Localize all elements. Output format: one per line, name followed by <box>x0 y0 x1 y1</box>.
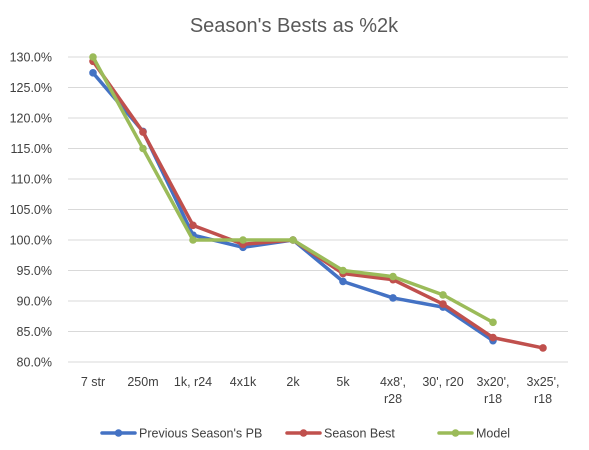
legend-item: Season Best <box>285 427 395 441</box>
data-point <box>189 236 197 244</box>
x-tick-label: 7 str <box>81 375 105 389</box>
x-tick-label: 250m <box>127 375 158 389</box>
data-point <box>89 53 97 61</box>
legend-marker <box>299 429 308 437</box>
legend-label: Season Best <box>324 427 395 441</box>
series-1 <box>89 69 497 345</box>
series-3 <box>89 53 497 327</box>
legend: Previous Season's PB Season Best Model <box>100 427 510 441</box>
chart-title: Season's Bests as %2k <box>190 15 399 37</box>
data-point <box>139 144 147 153</box>
x-tick-label: 3x25', r18 <box>527 375 560 406</box>
x-tick-label: 30', r20 <box>422 375 463 389</box>
x-tick-label: 4x1k <box>230 375 257 389</box>
data-point <box>139 128 147 136</box>
x-tick-label: 4x8', r28 <box>380 375 406 406</box>
series-2 <box>89 57 547 352</box>
legend-label: Model <box>476 427 510 441</box>
y-tick-label: 115.0% <box>11 142 52 156</box>
data-point <box>439 291 447 299</box>
x-tick-label: 5k <box>336 375 350 389</box>
y-tick-label: 110.0% <box>11 173 52 187</box>
legend-item: Previous Season's PB <box>100 427 262 441</box>
data-point <box>439 300 447 308</box>
series-line <box>91 55 495 325</box>
y-tick-label: 105.0% <box>10 203 52 217</box>
legend-item: Model <box>437 427 510 441</box>
y-tick-label: 125.0% <box>10 81 52 95</box>
x-axis-ticks: 7 str 250m 1k, r24 4x1k 2k 5k 4x8', r28 30', r20… <box>81 375 560 406</box>
legend-marker <box>114 429 123 437</box>
data-point <box>239 236 247 244</box>
y-tick-label: 120.0% <box>10 112 52 126</box>
data-point <box>389 294 397 302</box>
y-tick-label: 130.0% <box>10 51 52 65</box>
series-line <box>91 59 545 350</box>
data-point <box>539 344 547 352</box>
legend-label: Previous Season's PB <box>139 427 262 441</box>
y-tick-label: 90.0% <box>17 295 52 309</box>
legend-marker <box>451 429 460 437</box>
x-tick-label: 2k <box>286 375 300 389</box>
y-axis-ticks: 80.0% 85.0% 90.0% 95.0% 100.0% 105.0% 110.0% 11… <box>10 51 52 370</box>
data-point <box>89 69 97 77</box>
data-point <box>389 272 397 281</box>
x-tick-label: 3x20', r18 <box>477 375 510 406</box>
y-tick-label: 80.0% <box>17 356 52 370</box>
data-point <box>489 318 497 327</box>
series-group <box>89 53 547 352</box>
data-point <box>189 221 197 230</box>
x-tick-label: 1k, r24 <box>174 375 212 389</box>
data-point <box>289 236 297 244</box>
data-point <box>339 277 347 286</box>
y-tick-label: 85.0% <box>17 325 52 339</box>
gridlines <box>68 56 568 363</box>
data-point <box>339 266 347 275</box>
data-point <box>489 333 497 342</box>
y-tick-label: 95.0% <box>17 264 52 278</box>
y-tick-label: 100.0% <box>10 234 52 248</box>
